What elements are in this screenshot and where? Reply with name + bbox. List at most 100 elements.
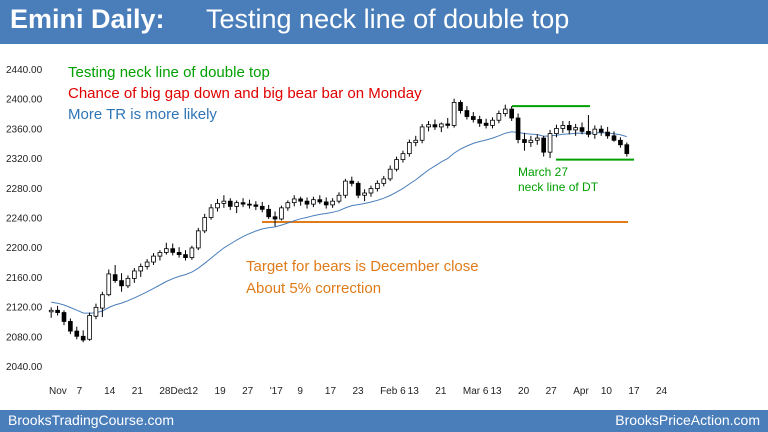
candle bbox=[189, 245, 195, 260]
candle-body-bull bbox=[157, 251, 163, 257]
candle bbox=[400, 150, 406, 163]
candle bbox=[266, 204, 271, 219]
candle bbox=[279, 205, 284, 221]
candle bbox=[138, 263, 144, 277]
candle bbox=[547, 129, 553, 159]
y-tick-label: 2280.00 bbox=[6, 184, 43, 195]
candle bbox=[445, 118, 451, 129]
candle bbox=[48, 307, 54, 318]
candle bbox=[598, 125, 604, 136]
candle-body-bear bbox=[445, 123, 451, 126]
y-tick-label: 2040.00 bbox=[6, 362, 43, 373]
candle-body-bull bbox=[554, 127, 559, 134]
page-title-bold: Emini Daily: bbox=[10, 4, 165, 34]
candle bbox=[119, 273, 124, 292]
candle bbox=[317, 195, 323, 205]
x-tick-label: 20 bbox=[518, 386, 530, 397]
x-tick-label: 9 bbox=[297, 386, 303, 397]
candle-body-bull bbox=[362, 192, 367, 196]
candle-body-bull bbox=[381, 178, 387, 184]
candle bbox=[253, 201, 259, 211]
candle-body-bull bbox=[279, 207, 284, 220]
candle-body-bear bbox=[483, 122, 489, 126]
candle-body-bull bbox=[285, 202, 291, 209]
candle-body-bear bbox=[119, 280, 124, 287]
candle-body-bull bbox=[573, 127, 578, 131]
x-tick-label: 17 bbox=[628, 386, 640, 397]
footer-bar bbox=[0, 410, 768, 432]
candle bbox=[176, 247, 182, 258]
candle-body-bull bbox=[426, 124, 431, 128]
y-tick-label: 2400.00 bbox=[6, 95, 43, 106]
candle-body-bear bbox=[611, 135, 617, 141]
candle bbox=[208, 204, 214, 220]
annotation-line1: Testing neck line of double top bbox=[68, 64, 270, 81]
x-tick-label: 10 bbox=[601, 386, 613, 397]
x-tick-label: Mar 6 bbox=[463, 386, 489, 397]
candle-body-bull bbox=[394, 159, 399, 170]
candle bbox=[311, 196, 316, 208]
candle-body-bear bbox=[515, 117, 521, 140]
candle-body-bull bbox=[189, 247, 195, 258]
candle-body-bear bbox=[566, 125, 572, 131]
candle bbox=[592, 125, 598, 139]
candle-body-bull bbox=[106, 273, 112, 296]
candle-body-bear bbox=[598, 128, 604, 133]
footer-left-link[interactable]: BrooksTradingCourse.com bbox=[8, 412, 174, 428]
candle-body-bull bbox=[93, 306, 99, 317]
candle bbox=[215, 198, 220, 212]
footer-right-link[interactable]: BrooksPriceAction.com bbox=[615, 412, 760, 428]
candle bbox=[560, 120, 566, 133]
x-tick-label: 23 bbox=[353, 386, 365, 397]
candle-body-bear bbox=[464, 110, 470, 117]
candle bbox=[304, 197, 310, 209]
candle-body-bear bbox=[61, 312, 67, 322]
y-tick-label: 2200.00 bbox=[6, 243, 43, 254]
candle bbox=[496, 110, 502, 124]
candle bbox=[381, 175, 387, 187]
y-axis-ticks: 2040.00 2080.00 2120.00 2160.00 2200.00 2240.… bbox=[6, 65, 43, 373]
candle bbox=[272, 211, 278, 227]
x-tick-label: 24 bbox=[656, 386, 668, 397]
candle bbox=[323, 197, 329, 209]
candle bbox=[100, 291, 105, 317]
candle bbox=[221, 195, 227, 208]
candle bbox=[227, 198, 233, 211]
y-tick-label: 2120.00 bbox=[6, 303, 43, 314]
candle-body-bull bbox=[132, 270, 137, 279]
page-title-rest: Testing neck line of double top bbox=[206, 4, 570, 34]
candle bbox=[132, 267, 137, 283]
candle-body-bull bbox=[87, 315, 92, 340]
candle-body-bear bbox=[605, 131, 610, 137]
candle-body-bear bbox=[317, 199, 323, 203]
moving-average bbox=[51, 131, 627, 314]
candlesticks bbox=[48, 98, 630, 343]
y-tick-label: 2440.00 bbox=[6, 65, 43, 76]
candle bbox=[291, 195, 297, 207]
candle bbox=[343, 178, 348, 199]
annotation-target1: Target for bears is December close bbox=[246, 258, 479, 275]
candle bbox=[80, 330, 86, 343]
candle-body-bear bbox=[618, 139, 623, 146]
candle-body-bear bbox=[170, 248, 176, 253]
candle-body-bear bbox=[470, 116, 476, 120]
candle-body-bear bbox=[266, 208, 271, 218]
candle-body-bear bbox=[458, 102, 463, 111]
x-tick-label: '17 bbox=[270, 386, 283, 397]
candle-body-bull bbox=[592, 128, 598, 135]
candle bbox=[240, 198, 246, 208]
support-resistance-lines bbox=[262, 105, 634, 223]
candle bbox=[509, 106, 514, 121]
candle bbox=[125, 275, 131, 289]
candle bbox=[259, 201, 265, 213]
candle-body-bear bbox=[253, 204, 259, 207]
candle bbox=[349, 176, 355, 187]
candle bbox=[55, 305, 60, 316]
candle-body-bear bbox=[272, 216, 278, 220]
candle-body-bull bbox=[547, 133, 553, 153]
candle-body-bull bbox=[336, 194, 342, 202]
candle bbox=[439, 122, 444, 133]
candle bbox=[451, 98, 457, 128]
candle bbox=[151, 253, 156, 266]
